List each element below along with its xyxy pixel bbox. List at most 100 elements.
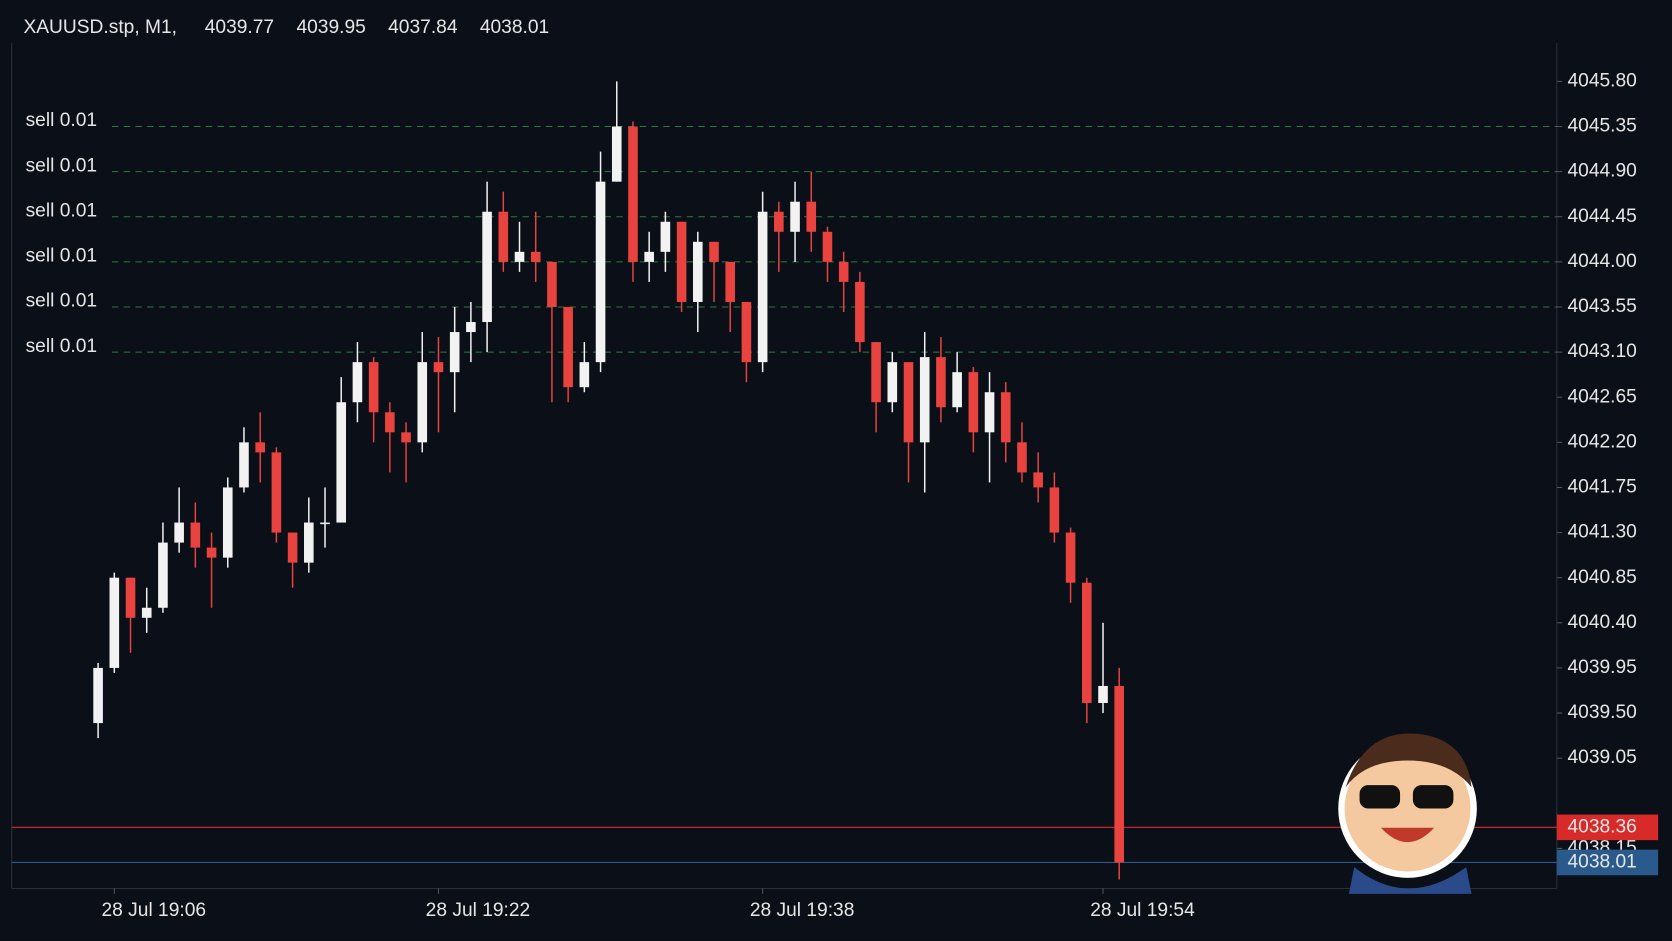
candle-body <box>919 357 930 443</box>
y-tick-label: 4042.65 <box>1568 386 1637 407</box>
candle-body <box>158 542 168 608</box>
mascot <box>1338 733 1477 894</box>
order-label: sell 0.01 <box>26 155 97 176</box>
candle-body <box>482 211 492 323</box>
candle-body <box>368 362 379 413</box>
bid-tag <box>1556 849 1659 876</box>
candle-body <box>125 577 136 618</box>
x-tick-label: 28 Jul 19:38 <box>750 900 855 921</box>
candle-body <box>1082 582 1092 704</box>
candle-body <box>563 306 573 388</box>
candle-body <box>352 362 363 403</box>
y-tick-label: 4045.35 <box>1568 116 1637 137</box>
candle-body <box>887 362 898 403</box>
candle-body <box>547 261 557 307</box>
order-label: sell 0.01 <box>26 200 97 221</box>
x-tick-label: 28 Jul 19:06 <box>102 900 207 921</box>
y-tick-label: 4043.55 <box>1568 296 1637 317</box>
candle-body <box>676 221 687 302</box>
candle-body <box>595 181 606 363</box>
candle-body <box>93 667 103 724</box>
candle-body <box>304 522 314 563</box>
y-tick-label: 4040.40 <box>1568 612 1637 633</box>
candle-body <box>336 402 347 523</box>
candle-body <box>984 392 995 433</box>
candle-body <box>1033 472 1043 488</box>
candle-body <box>968 372 979 433</box>
ohlc-close: 4038.01 <box>480 17 549 38</box>
candle-body <box>190 522 201 548</box>
candle-body <box>952 372 962 408</box>
candle-body <box>320 522 330 525</box>
candle-body <box>838 261 849 282</box>
candle-body <box>806 201 817 232</box>
candle-body <box>385 412 395 433</box>
ask-tag <box>1556 814 1659 841</box>
y-tick-label: 4042.20 <box>1568 431 1637 452</box>
candle-body <box>855 281 865 343</box>
candle-body <box>287 532 298 563</box>
candle-body <box>822 231 833 262</box>
order-label: sell 0.01 <box>26 291 97 312</box>
candle-body <box>449 332 460 373</box>
y-tick-label: 4039.95 <box>1568 657 1637 678</box>
candle-body <box>401 432 411 443</box>
candle-body <box>239 442 249 488</box>
y-tick-label: 4041.75 <box>1568 477 1637 498</box>
candle-body <box>628 126 638 262</box>
ohlc-low: 4037.84 <box>388 17 458 38</box>
candle-body <box>611 126 622 182</box>
candle-body <box>109 577 120 668</box>
candle-body <box>514 251 525 262</box>
candle-body <box>271 452 282 533</box>
candle-body <box>903 362 914 443</box>
candle-body <box>466 322 476 333</box>
candle-body <box>644 251 654 262</box>
order-label: sell 0.01 <box>26 110 97 131</box>
candle-body <box>498 211 509 262</box>
y-tick-label: 4043.10 <box>1568 341 1637 362</box>
candle-body <box>174 522 184 543</box>
candle-body <box>1114 685 1125 863</box>
y-tick-label: 4044.00 <box>1568 251 1637 272</box>
candle-body <box>660 221 671 252</box>
candle-body <box>1017 442 1027 473</box>
candle-body <box>222 487 233 558</box>
candle-body <box>579 362 590 388</box>
x-tick-label: 28 Jul 19:22 <box>426 900 531 921</box>
candle-body <box>1049 487 1060 533</box>
y-tick-label: 4044.90 <box>1568 161 1637 182</box>
candle-body <box>1098 685 1108 704</box>
candle-body <box>774 211 784 232</box>
bid-tag-label: 4038.01 <box>1568 851 1637 872</box>
candle-body <box>417 362 428 443</box>
candle-body <box>255 442 265 453</box>
candle-body <box>709 241 719 262</box>
y-tick-label: 4041.30 <box>1568 522 1637 543</box>
candle-body <box>1000 392 1011 443</box>
candle-body <box>757 211 768 363</box>
y-tick-label: 4045.80 <box>1568 70 1637 91</box>
candle-body <box>936 357 946 408</box>
order-label: sell 0.01 <box>26 336 97 357</box>
candle-body <box>530 251 541 262</box>
x-tick-label: 28 Jul 19:54 <box>1090 900 1195 921</box>
header: XAUUSD.stp, M1, 4039.77 4039.95 4037.84 … <box>23 17 549 38</box>
candle-body <box>693 241 703 302</box>
candle-body <box>871 342 881 403</box>
candle-body <box>725 261 736 302</box>
order-label: sell 0.01 <box>26 246 97 267</box>
candle-body <box>206 547 217 558</box>
y-tick-label: 4040.85 <box>1568 567 1637 588</box>
candle-body <box>741 301 752 363</box>
y-tick-label: 4039.50 <box>1568 702 1637 723</box>
symbol-title: XAUUSD.stp, M1, <box>23 17 177 38</box>
ohlc-open: 4039.77 <box>205 17 274 38</box>
candle-body <box>141 607 152 618</box>
y-tick-label: 4039.05 <box>1568 747 1637 768</box>
ask-tag-label: 4038.36 <box>1568 816 1637 837</box>
candle-body <box>433 362 444 373</box>
ohlc-high: 4039.95 <box>296 17 365 38</box>
candle-body <box>1065 532 1076 583</box>
